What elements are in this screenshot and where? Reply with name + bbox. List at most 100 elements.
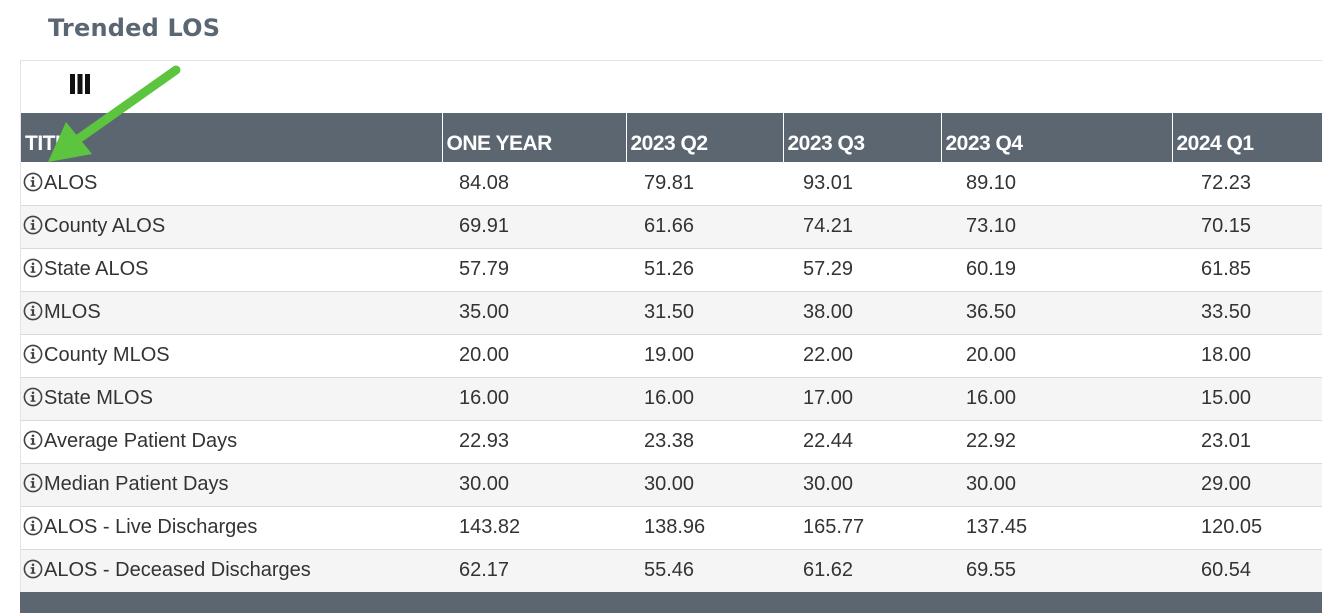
info-icon[interactable]: [23, 172, 43, 192]
table-header-row: TITLE ONE YEAR 2023 Q2 2023 Q3 2023 Q4 2…: [21, 113, 1322, 162]
value-cell: 93.01: [783, 162, 941, 206]
value-cell: 60.19: [941, 248, 1172, 292]
value-cell: 60.54: [1172, 549, 1322, 593]
row-title-cell: ALOS: [21, 162, 442, 206]
value-cell: 84.08: [442, 162, 626, 206]
row-title-label: County MLOS: [44, 344, 170, 366]
row-title-label: ALOS - Deceased Discharges: [44, 559, 311, 581]
table-body: ALOS 84.08 79.81 93.01 89.10 72.23 County ALOS…: [21, 162, 1322, 593]
value-cell: 30.00: [783, 463, 941, 507]
value-cell: 61.62: [783, 549, 941, 593]
table-row: County MLOS 20.00 19.00 22.00 20.00 18.00: [21, 334, 1322, 378]
value-cell: 16.00: [626, 377, 783, 421]
value-cell: 62.17: [442, 549, 626, 593]
column-header-one-year[interactable]: ONE YEAR: [442, 113, 627, 162]
value-cell: 70.15: [1172, 205, 1322, 249]
value-cell: 57.29: [783, 248, 941, 292]
row-title-cell: State MLOS: [21, 377, 442, 421]
row-title-cell: County ALOS: [21, 205, 442, 249]
page-title: Trended LOS: [48, 14, 221, 42]
column-header-2024-q1[interactable]: 2024 Q1: [1172, 113, 1322, 162]
row-title-label: MLOS: [44, 301, 101, 323]
value-cell: 57.79: [442, 248, 626, 292]
columns-icon[interactable]: [69, 73, 91, 95]
info-icon[interactable]: [23, 473, 43, 493]
value-cell: 20.00: [442, 334, 626, 378]
value-cell: 22.93: [442, 420, 626, 464]
value-cell: 79.81: [626, 162, 783, 206]
info-icon[interactable]: [23, 258, 43, 278]
info-icon[interactable]: [23, 516, 43, 536]
table-row: Average Patient Days 22.93 23.38 22.44 22.92…: [21, 420, 1322, 464]
value-cell: 16.00: [941, 377, 1172, 421]
row-title-cell: Average Patient Days: [21, 420, 442, 464]
los-table: TITLE ONE YEAR 2023 Q2 2023 Q3 2023 Q4 2…: [21, 113, 1322, 593]
info-icon[interactable]: [23, 387, 43, 407]
value-cell: 18.00: [1172, 334, 1322, 378]
row-title-label: ALOS: [44, 171, 98, 194]
value-cell: 20.00: [941, 334, 1172, 378]
value-cell: 72.23: [1172, 162, 1322, 206]
los-grid-panel: TITLE ONE YEAR 2023 Q2 2023 Q3 2023 Q4 2…: [20, 60, 1322, 613]
row-title-cell: MLOS: [21, 291, 442, 335]
value-cell: 137.45: [941, 506, 1172, 550]
value-cell: 22.00: [783, 334, 941, 378]
value-cell: 61.66: [626, 205, 783, 249]
row-title-cell: State ALOS: [21, 248, 442, 292]
column-header-2023-q4[interactable]: 2023 Q4: [941, 113, 1173, 162]
table-row: State ALOS 57.79 51.26 57.29 60.19 61.85: [21, 248, 1322, 292]
table-row: Median Patient Days 30.00 30.00 30.00 30.00 2…: [21, 463, 1322, 507]
table-row: County ALOS 69.91 61.66 74.21 73.10 70.15: [21, 205, 1322, 249]
grid-toolbar: [21, 61, 1322, 113]
info-icon[interactable]: [23, 301, 43, 321]
info-icon[interactable]: [23, 559, 43, 579]
value-cell: 19.00: [626, 334, 783, 378]
row-title-label: Median Patient Days: [44, 473, 229, 495]
value-cell: 138.96: [626, 506, 783, 550]
value-cell: 55.46: [626, 549, 783, 593]
value-cell: 30.00: [442, 463, 626, 507]
value-cell: 22.44: [783, 420, 941, 464]
row-title-cell: ALOS - Deceased Discharges: [21, 549, 442, 593]
value-cell: 30.00: [626, 463, 783, 507]
table-row: ALOS 84.08 79.81 93.01 89.10 72.23: [21, 162, 1322, 206]
column-header-2023-q3[interactable]: 2023 Q3: [783, 113, 942, 162]
value-cell: 22.92: [941, 420, 1172, 464]
column-header-title[interactable]: TITLE: [21, 113, 443, 162]
row-title-cell: ALOS - Live Discharges: [21, 506, 442, 550]
value-cell: 36.50: [941, 291, 1172, 335]
value-cell: 143.82: [442, 506, 626, 550]
row-title-cell: Median Patient Days: [21, 463, 442, 507]
value-cell: 51.26: [626, 248, 783, 292]
value-cell: 61.85: [1172, 248, 1322, 292]
value-cell: 30.00: [941, 463, 1172, 507]
column-header-2023-q2[interactable]: 2023 Q2: [626, 113, 784, 162]
table-row: ALOS - Deceased Discharges 62.17 55.46 61.6…: [21, 549, 1322, 593]
row-title-label: ALOS - Live Discharges: [44, 516, 258, 538]
value-cell: 33.50: [1172, 291, 1322, 335]
info-icon[interactable]: [23, 344, 43, 364]
value-cell: 89.10: [941, 162, 1172, 206]
row-title-cell: County MLOS: [21, 334, 442, 378]
value-cell: 16.00: [442, 377, 626, 421]
value-cell: 23.38: [626, 420, 783, 464]
value-cell: 69.91: [442, 205, 626, 249]
value-cell: 69.55: [941, 549, 1172, 593]
value-cell: 29.00: [1172, 463, 1322, 507]
info-icon[interactable]: [23, 430, 43, 450]
row-title-label: County ALOS: [44, 215, 166, 237]
row-title-label: State MLOS: [44, 387, 153, 409]
row-title-label: State ALOS: [44, 258, 149, 280]
table-row: MLOS 35.00 31.50 38.00 36.50 33.50: [21, 291, 1322, 335]
grid-footer-bar: [20, 592, 1322, 613]
value-cell: 120.05: [1172, 506, 1322, 550]
info-icon[interactable]: [23, 215, 43, 235]
value-cell: 23.01: [1172, 420, 1322, 464]
value-cell: 74.21: [783, 205, 941, 249]
value-cell: 35.00: [442, 291, 626, 335]
value-cell: 165.77: [783, 506, 941, 550]
table-row: ALOS - Live Discharges 143.82 138.96 165.77…: [21, 506, 1322, 550]
value-cell: 73.10: [941, 205, 1172, 249]
table-row: State MLOS 16.00 16.00 17.00 16.00 15.00: [21, 377, 1322, 421]
value-cell: 17.00: [783, 377, 941, 421]
